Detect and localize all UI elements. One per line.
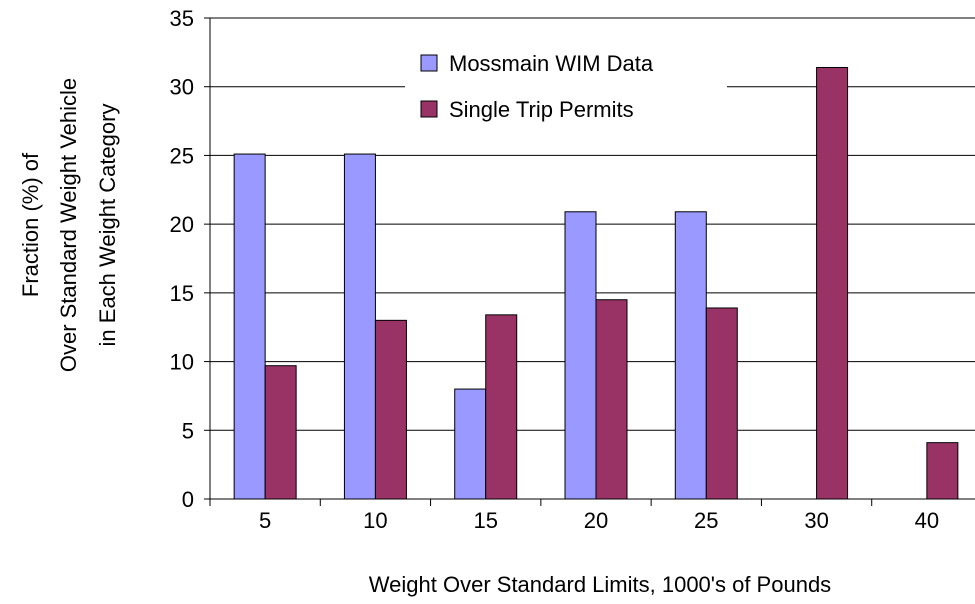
y-tick-label: 30 <box>170 75 194 100</box>
bar-mossmain-20 <box>564 211 597 500</box>
legend-label-single-trip: Single Trip Permits <box>449 97 634 122</box>
bar-single-trip-40 <box>926 442 959 500</box>
y-axis-title-line-1: Fraction (%) of <box>18 152 43 297</box>
y-axis-title-line-2: Over Standard Weight Vehicle <box>56 78 81 372</box>
x-tick-label: 5 <box>259 508 271 533</box>
y-tick-label: 0 <box>182 487 194 512</box>
bar-single-trip-15 <box>485 314 518 500</box>
x-tick-label: 30 <box>804 508 828 533</box>
x-tick-label: 10 <box>363 508 387 533</box>
y-tick-label: 15 <box>170 281 194 306</box>
y-axis-title: Fraction (%) of Over Standard Weight Veh… <box>18 78 120 372</box>
bar-single-trip-25 <box>705 307 738 500</box>
bar-mossmain-10 <box>343 153 376 500</box>
x-tick-label: 40 <box>915 508 939 533</box>
bar-single-trip-20 <box>595 299 628 500</box>
x-tick-label: 25 <box>694 508 718 533</box>
legend-label-mossmain: Mossmain WIM Data <box>449 51 654 76</box>
y-tick-label: 25 <box>170 143 194 168</box>
y-tick-label: 10 <box>170 350 194 375</box>
legend-swatch-mossmain <box>420 54 438 72</box>
bar-mossmain-15 <box>454 388 487 500</box>
x-tick-label: 20 <box>584 508 608 533</box>
y-tick-label: 5 <box>182 418 194 443</box>
legend-swatch-single-trip <box>420 100 438 118</box>
y-axis-title-line-3: in Each Weight Category <box>95 104 120 347</box>
x-tick-label: 15 <box>473 508 497 533</box>
legend: Mossmain WIM Data Single Trip Permits <box>405 40 727 128</box>
legend-box <box>405 40 727 128</box>
x-axis-title: Weight Over Standard Limits, 1000's of P… <box>369 572 831 597</box>
bar-single-trip-30 <box>816 66 849 500</box>
y-tick-labels: 0 5 10 15 20 25 30 35 <box>170 6 210 512</box>
bar-single-trip-10 <box>374 319 407 500</box>
x-tick-labels: 5 10 15 20 25 30 40 <box>209 499 939 533</box>
y-tick-label: 35 <box>170 6 194 31</box>
bars <box>233 66 959 500</box>
bar-single-trip-5 <box>264 365 297 500</box>
bar-mossmain-5 <box>233 153 266 500</box>
y-tick-label: 20 <box>170 212 194 237</box>
axes <box>209 18 975 500</box>
bar-mossmain-25 <box>674 211 707 500</box>
